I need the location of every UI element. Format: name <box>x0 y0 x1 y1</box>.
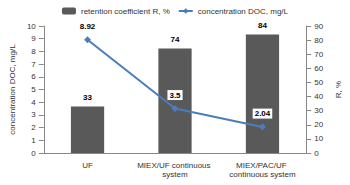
svg-text:30: 30 <box>314 106 323 115</box>
svg-text:8.92: 8.92 <box>80 22 96 31</box>
svg-text:0: 0 <box>31 149 36 158</box>
svg-text:2: 2 <box>31 123 36 132</box>
svg-text:6: 6 <box>31 72 36 81</box>
svg-text:MIEX/PAC/UF: MIEX/PAC/UF <box>236 161 289 170</box>
svg-text:3.5: 3.5 <box>169 91 181 100</box>
svg-text:80: 80 <box>314 36 323 45</box>
svg-text:7: 7 <box>31 60 36 69</box>
svg-text:9: 9 <box>31 34 36 43</box>
svg-text:2.04: 2.04 <box>255 109 271 118</box>
svg-text:60: 60 <box>314 64 323 73</box>
svg-text:1: 1 <box>31 136 36 145</box>
svg-text:33: 33 <box>83 93 92 102</box>
svg-text:3: 3 <box>31 110 36 119</box>
svg-text:10: 10 <box>27 22 36 31</box>
svg-text:UF: UF <box>82 161 93 170</box>
svg-text:0: 0 <box>314 149 319 158</box>
svg-text:40: 40 <box>314 92 323 101</box>
svg-text:continuous system: continuous system <box>229 170 296 179</box>
svg-text:50: 50 <box>314 78 323 87</box>
svg-text:MIEX/UF continuous: MIEX/UF continuous <box>137 161 213 170</box>
svg-text:74: 74 <box>171 35 180 44</box>
svg-text:20: 20 <box>314 120 323 129</box>
svg-text:90: 90 <box>314 22 323 31</box>
svg-text:10: 10 <box>314 134 323 143</box>
svg-text:retention coefficient R, %: retention coefficient R, % <box>81 7 170 16</box>
svg-text:concentration DOC, mg/L: concentration DOC, mg/L <box>198 7 289 16</box>
svg-text:concentration DOC, mg/L: concentration DOC, mg/L <box>8 44 17 135</box>
svg-text:84: 84 <box>258 21 267 30</box>
svg-text:8: 8 <box>31 47 36 56</box>
svg-text:4: 4 <box>31 98 36 107</box>
svg-text:R, %: R, % <box>334 81 343 98</box>
svg-text:5: 5 <box>31 85 36 94</box>
svg-text:70: 70 <box>314 50 323 59</box>
svg-text:system: system <box>162 170 188 179</box>
